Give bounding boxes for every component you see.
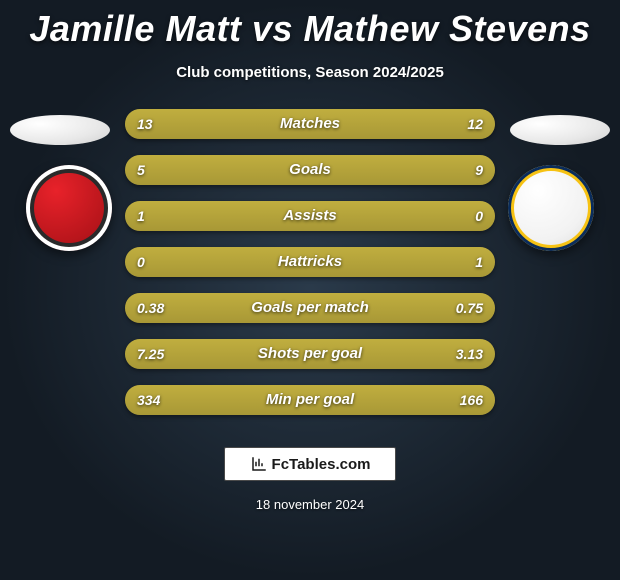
club-badge-right xyxy=(508,165,594,251)
stat-row: 59Goals xyxy=(125,155,495,185)
stat-value-right: 12 xyxy=(467,109,483,139)
stat-row: 01Hattricks xyxy=(125,247,495,277)
stat-value-left: 7.25 xyxy=(137,339,164,369)
stat-bar-left xyxy=(125,385,372,415)
stat-row: 334166Min per goal xyxy=(125,385,495,415)
player-left-photo xyxy=(10,115,110,145)
stat-row: 7.253.13Shots per goal xyxy=(125,339,495,369)
stat-row: 1312Matches xyxy=(125,109,495,139)
stat-value-left: 13 xyxy=(137,109,153,139)
stat-value-right: 0 xyxy=(475,201,483,231)
stat-value-right: 1 xyxy=(475,247,483,277)
player-left-name: Jamille Matt xyxy=(29,8,241,49)
stat-bar-left xyxy=(125,201,495,231)
date-text: 18 november 2024 xyxy=(0,497,620,512)
source-text: FcTables.com xyxy=(272,456,371,473)
chart-icon xyxy=(250,455,268,473)
stat-row: 10Assists xyxy=(125,201,495,231)
stat-value-left: 5 xyxy=(137,155,145,185)
stat-bar-left xyxy=(125,109,317,139)
player-right-photo xyxy=(510,115,610,145)
subtitle: Club competitions, Season 2024/2025 xyxy=(0,64,620,81)
stat-value-right: 166 xyxy=(460,385,483,415)
club-badge-left xyxy=(26,165,112,251)
stat-row: 0.380.75Goals per match xyxy=(125,293,495,323)
player-right-name: Mathew Stevens xyxy=(304,8,591,49)
stat-value-right: 9 xyxy=(475,155,483,185)
stat-value-left: 1 xyxy=(137,201,145,231)
comparison-panel: 1312Matches59Goals10Assists01Hattricks0.… xyxy=(0,109,620,429)
stat-value-left: 0 xyxy=(137,247,145,277)
stat-value-left: 334 xyxy=(137,385,160,415)
stat-value-right: 3.13 xyxy=(456,339,483,369)
vs-text: vs xyxy=(252,8,293,49)
stat-value-left: 0.38 xyxy=(137,293,164,323)
source-badge[interactable]: FcTables.com xyxy=(224,447,396,481)
stat-bar-right xyxy=(257,155,495,185)
stat-value-right: 0.75 xyxy=(456,293,483,323)
stat-bars: 1312Matches59Goals10Assists01Hattricks0.… xyxy=(125,109,495,415)
comparison-title: Jamille Matt vs Mathew Stevens xyxy=(0,0,620,50)
stat-bar-right xyxy=(125,247,495,277)
